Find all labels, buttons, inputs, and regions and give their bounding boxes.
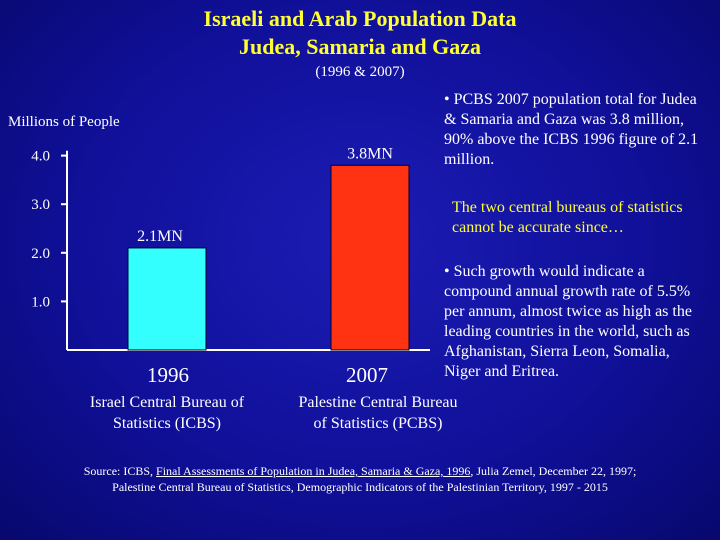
chart-title-line-1: Israeli and Arab Population Data [203,6,517,31]
y-tick-label: 4.0 [31,149,50,165]
bar-1996 [127,247,207,351]
data-label-1996: 2.1MN [137,228,183,245]
chart-subtitle: (1996 & 2007) [315,64,405,80]
source-detail: , Julia Zemel, December 22, 1997; [470,464,637,478]
bar-source-pcbs: Palestine Central Bureau of Statistics (… [298,394,458,432]
source-citation: Source: ICBS, Final Assessments of Popul… [0,463,720,495]
bar-source-icbs: Israel Central Bureau of Statistics (ICB… [89,394,245,432]
note-accuracy: The two central bureaus of statistics ca… [452,199,683,236]
y-tick-label: 1.0 [31,294,50,310]
y-tick-label: 3.0 [31,197,50,213]
note-pcbs-total: • PCBS 2007 population total for Judea &… [444,91,699,168]
bar-2007 [330,164,410,351]
y-axis-label: Millions of People [8,114,120,130]
x-category-label: 2007 [346,363,388,387]
source-prefix: Source: ICBS, [83,464,157,478]
x-category-label: 1996 [147,363,189,387]
chart-title-line-2: Judea, Samaria and Gaza [238,34,482,59]
data-label-2007: 3.8MN [347,145,393,162]
note-growth: • Such growth would indicate a compound … [444,263,692,380]
y-tick-label: 2.0 [31,246,50,262]
source-line-2: Palestine Central Bureau of Statistics, … [112,480,608,494]
source-title: Final Assessments of Population in Judea… [156,464,471,478]
